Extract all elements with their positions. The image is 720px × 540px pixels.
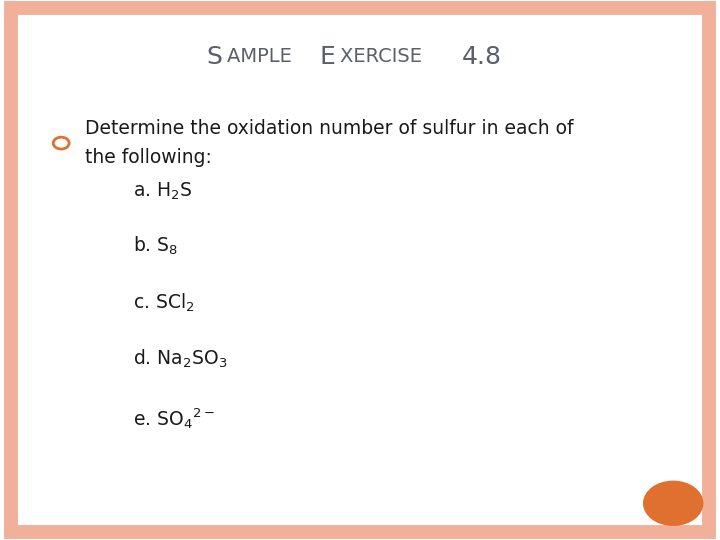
Text: d. Na$_{2}$SO$_{3}$: d. Na$_{2}$SO$_{3}$ [133,348,228,370]
Text: AMPLE: AMPLE [228,47,299,66]
Text: e. SO$_{4}$$^{2-}$: e. SO$_{4}$$^{2-}$ [133,406,215,431]
Circle shape [53,137,69,149]
Text: Determine the oxidation number of sulfur in each of: Determine the oxidation number of sulfur… [85,119,573,138]
FancyBboxPatch shape [11,8,709,532]
Text: S: S [207,45,222,69]
Text: a. H$_{2}$S: a. H$_{2}$S [133,181,193,202]
Text: c. SCl$_{2}$: c. SCl$_{2}$ [133,291,195,314]
Text: 4.8: 4.8 [462,45,502,69]
Text: b. S$_{8}$: b. S$_{8}$ [133,234,179,257]
Text: the following:: the following: [85,148,212,167]
Text: E: E [319,45,335,69]
Circle shape [643,481,703,526]
Text: XERCISE: XERCISE [340,47,434,66]
